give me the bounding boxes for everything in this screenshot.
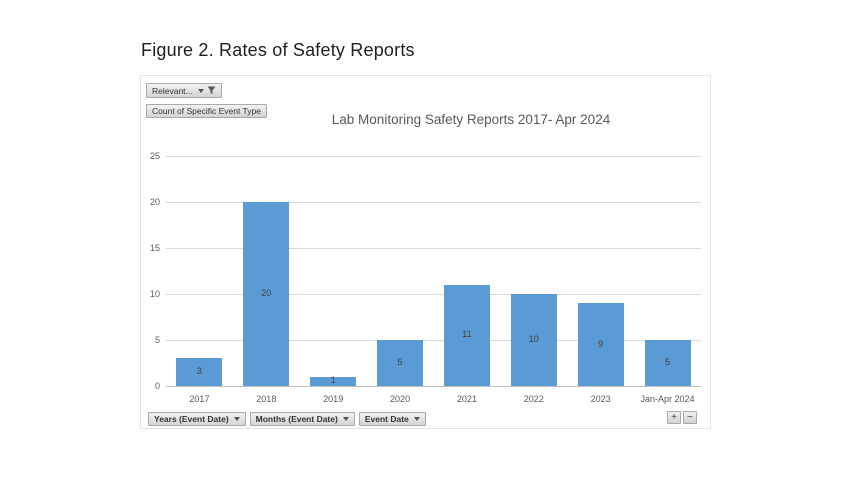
bar-value-label: 11 (462, 329, 472, 340)
axis-field-buttons: Years (Event Date) Months (Event Date) E… (148, 412, 426, 426)
bar-value-label: 3 (196, 366, 202, 377)
gridline (166, 294, 701, 295)
expand-button[interactable]: + (667, 411, 681, 424)
bar-value-label: 5 (665, 357, 671, 367)
axis-field-button-months[interactable]: Months (Event Date) (249, 412, 355, 426)
axis-field-label: Event Date (364, 414, 409, 424)
y-axis-tick-label: 25 (149, 151, 160, 161)
gridline (166, 202, 701, 203)
bar-2019: 1 (310, 375, 357, 386)
y-axis-tick-label: 20 (149, 197, 160, 207)
bar-value-label: 20 (261, 288, 272, 298)
filter-button-label: Relevant... (152, 85, 193, 96)
pivot-chart-container: Relevant... Count of Specific Event Type… (140, 75, 711, 429)
y-axis-tick-label: 5 (154, 335, 160, 345)
y-axis-tick-label: 0 (154, 381, 160, 391)
y-axis-tick-label: 10 (149, 289, 160, 299)
bar-2023: 9 (577, 303, 624, 386)
bar-2022: 10 (510, 294, 557, 386)
collapse-button[interactable]: − (683, 411, 697, 424)
gridline (166, 248, 701, 249)
bar-Jan-Apr 2024: 5 (644, 340, 691, 386)
gridline (166, 340, 701, 341)
axis-field-label: Years (Event Date) (154, 414, 229, 424)
x-axis-tick-label: 2020 (390, 394, 411, 404)
x-axis-tick-label: Jan-Apr 2024 (640, 394, 695, 404)
axis-field-button-event-date[interactable]: Event Date (358, 412, 426, 426)
filter-funnel-icon (207, 86, 216, 94)
x-axis-tick-label: 2023 (590, 394, 611, 404)
x-axis-tick-label: 2019 (323, 394, 344, 404)
chevron-down-icon (413, 417, 420, 421)
drill-buttons: + − (667, 411, 697, 424)
bar-2020: 5 (377, 340, 424, 386)
plot-area: 0 5 10 15 20 25 3 2017 20 2018 1 2019 5 2020 11 2021 10 2… (150, 151, 701, 404)
chart-title: Lab Monitoring Safety Reports 2017- Apr … (331, 112, 611, 127)
bar-value-label: 5 (397, 357, 403, 367)
x-axis-tick-label: 2021 (456, 394, 477, 404)
bar-value-label: 9 (598, 338, 604, 349)
value-field-button[interactable]: Count of Specific Event Type (146, 104, 267, 118)
bar-value-label: 1 (330, 375, 336, 386)
report-filter-button[interactable]: Relevant... (146, 83, 222, 98)
bar-2021: 11 (443, 284, 490, 386)
x-axis-tick-label: 2022 (523, 394, 544, 404)
chevron-down-icon (342, 417, 349, 421)
gridline (166, 156, 701, 157)
value-field-label: Count of Specific Event Type (152, 106, 261, 116)
bar-2017: 3 (176, 358, 223, 386)
x-axis-tick-label: 2018 (256, 394, 277, 404)
axis-field-label: Months (Event Date) (255, 414, 338, 424)
figure-caption: Figure 2. Rates of Safety Reports (141, 40, 415, 60)
x-axis-tick-label: 2017 (189, 394, 210, 404)
chevron-down-icon (233, 417, 240, 421)
x-axis-line (166, 386, 701, 387)
y-axis-tick-label: 15 (149, 243, 160, 253)
chevron-down-icon (197, 88, 204, 93)
bar-2018: 20 (243, 202, 290, 386)
axis-field-button-years[interactable]: Years (Event Date) (148, 412, 246, 426)
bar-value-label: 10 (528, 334, 539, 344)
